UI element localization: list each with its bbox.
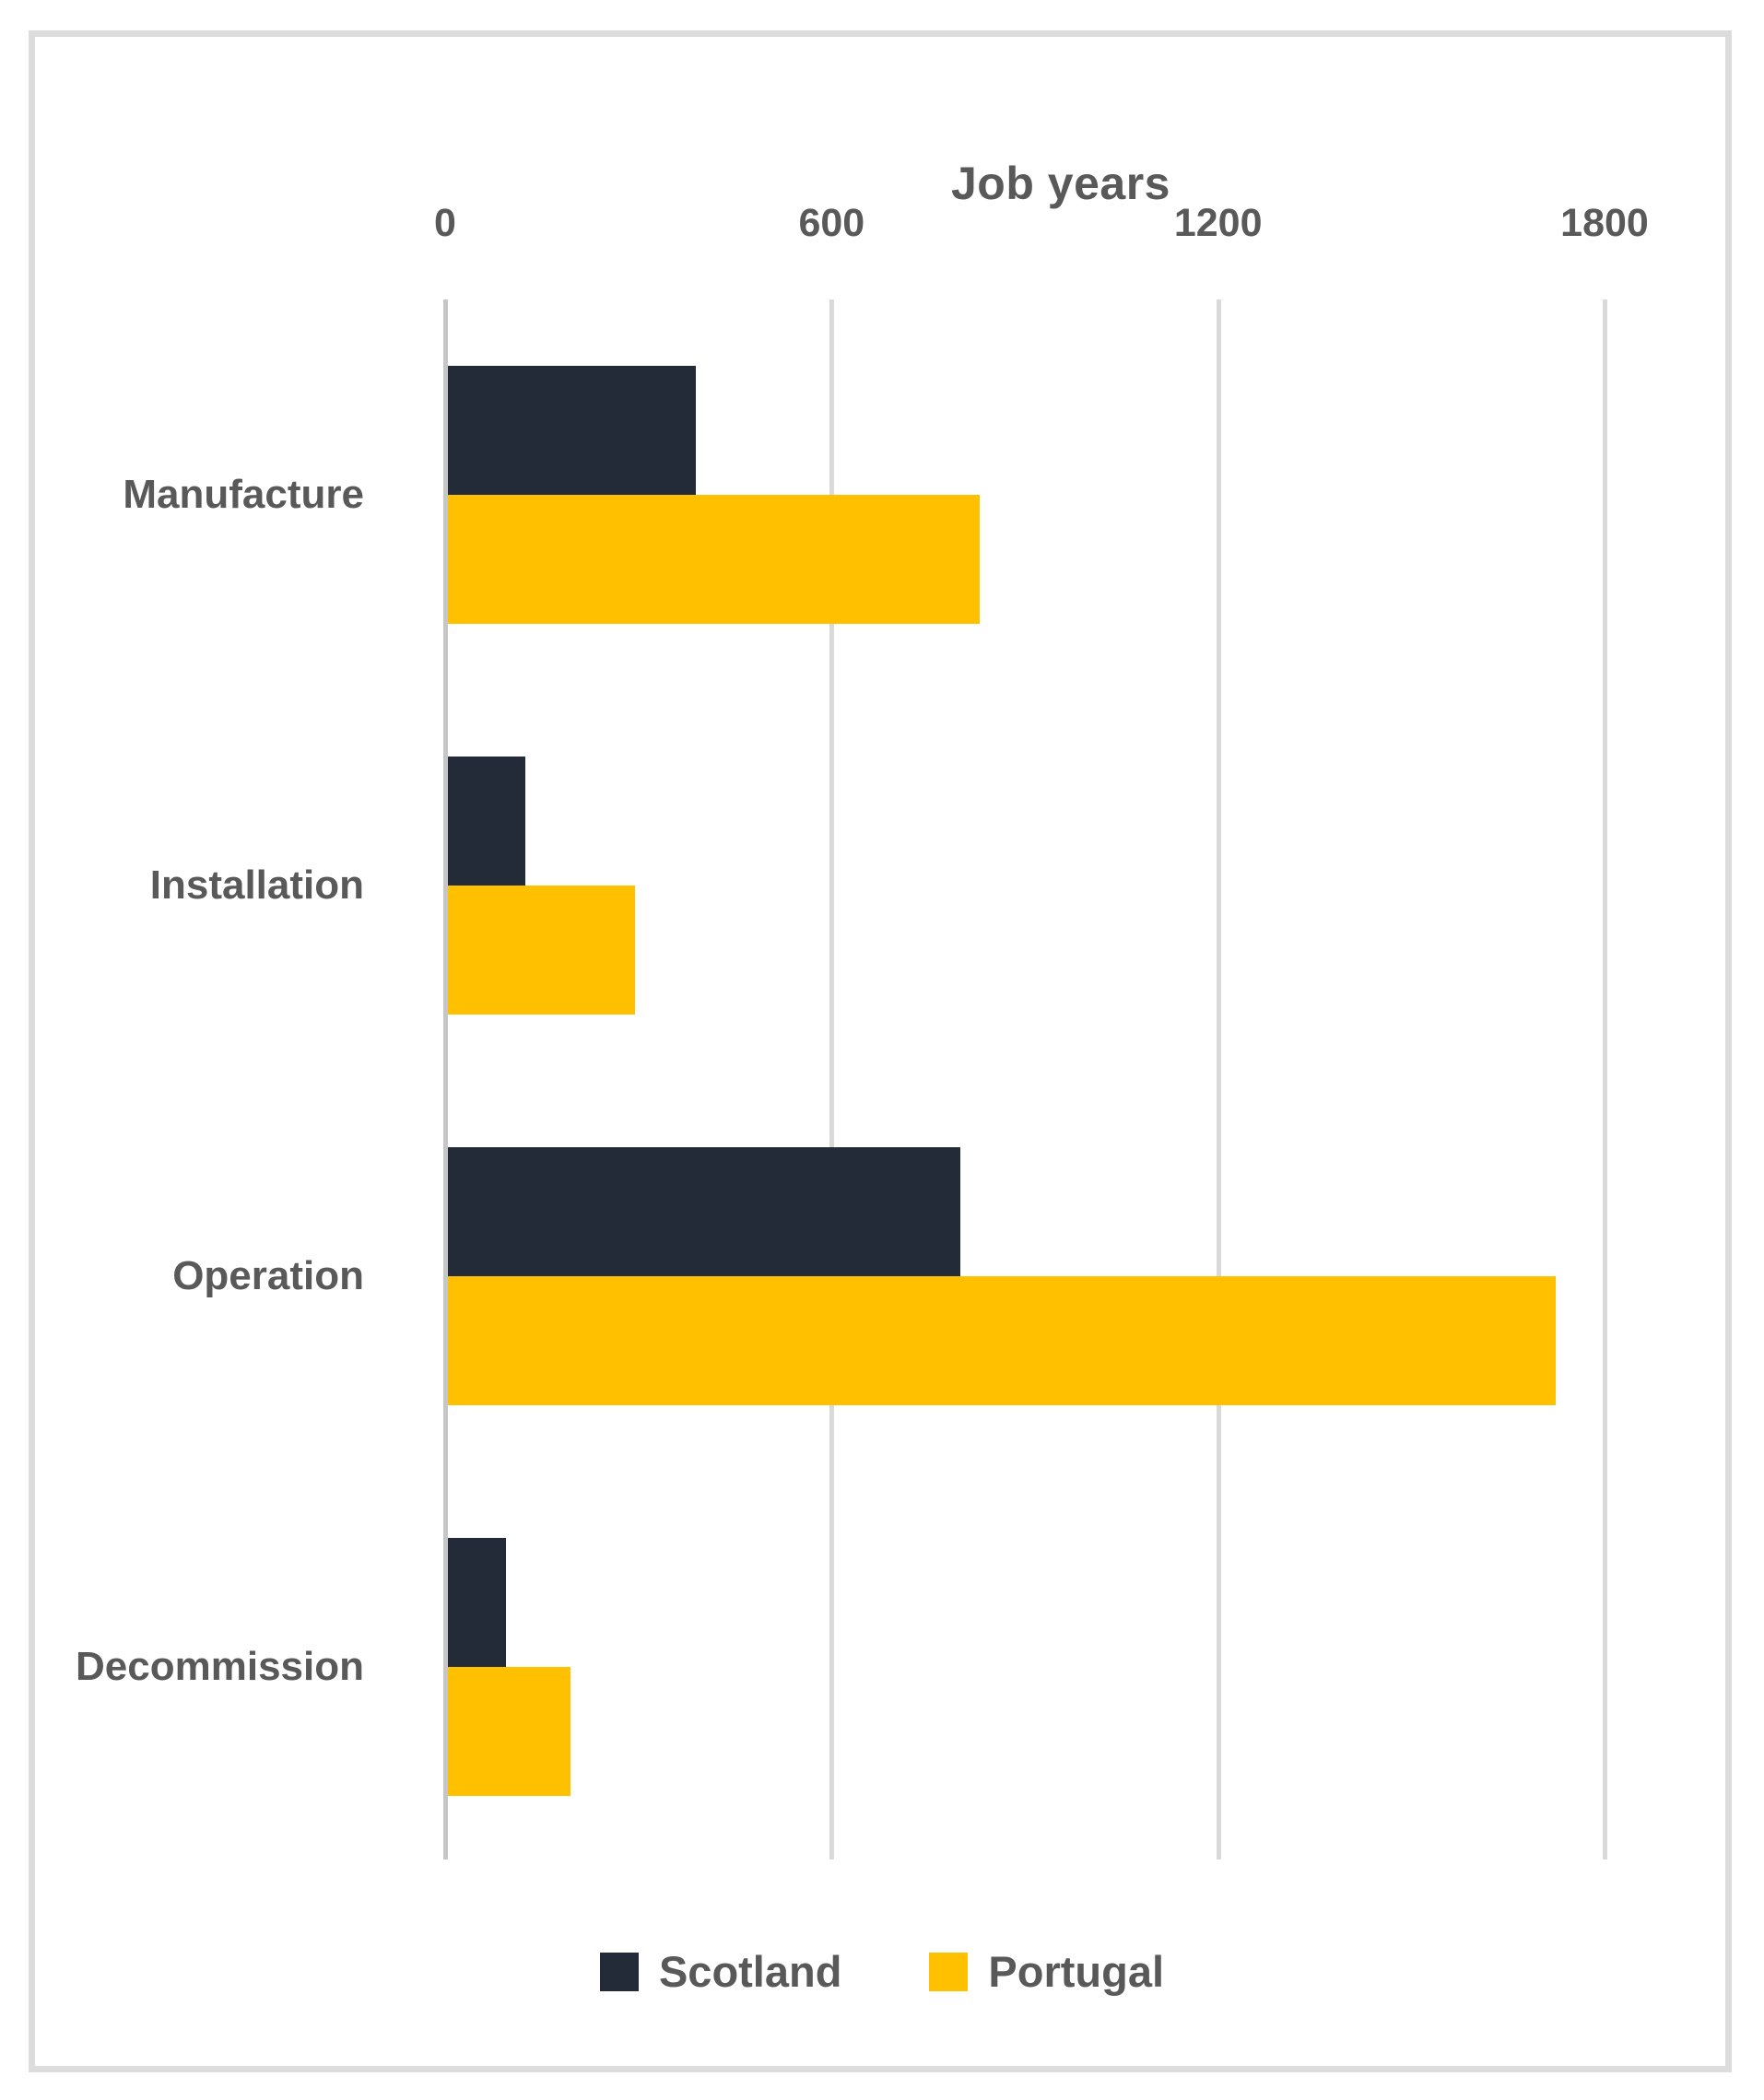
gridline-x-600 [829,299,835,1859]
bar-scotland-installation [448,757,525,886]
y-axis-line [443,299,448,1859]
x-tick-label-1800: 1800 [1560,201,1649,245]
bar-portugal-operation [448,1276,1556,1405]
bar-portugal-decommission [448,1667,570,1796]
legend-swatch-portugal [929,1952,969,1991]
category-label-decommission: Decommission [76,1644,364,1689]
x-tick-label-600: 600 [798,201,865,245]
category-label-operation: Operation [172,1253,364,1298]
legend-label-scotland: Scotland [658,1947,842,1996]
category-label-installation: Installation [149,862,364,908]
bar-scotland-decommission [448,1538,506,1667]
chart-frame: Job years 0 600 1200 1800 Manufacture Install… [29,30,1732,2072]
bar-scotland-operation [448,1147,960,1276]
legend-swatch-scotland [599,1952,639,1991]
gridline-x-1800 [1603,299,1607,1859]
bar-portugal-installation [448,886,635,1015]
bar-portugal-manufacture [448,495,980,624]
x-tick-label-1200: 1200 [1173,201,1263,245]
bar-scotland-manufacture [448,366,696,495]
gridline-x-1200 [1216,299,1221,1859]
chart-legend: Scotland Portugal [0,1946,1764,1997]
category-label-manufacture: Manufacture [123,472,364,517]
chart-title: Job years [951,158,1170,209]
legend-label-portugal: Portugal [988,1947,1165,1996]
x-tick-label-0: 0 [434,201,456,245]
legend-item-scotland: Scotland [599,1946,842,1997]
legend-item-portugal: Portugal [929,1946,1164,1997]
